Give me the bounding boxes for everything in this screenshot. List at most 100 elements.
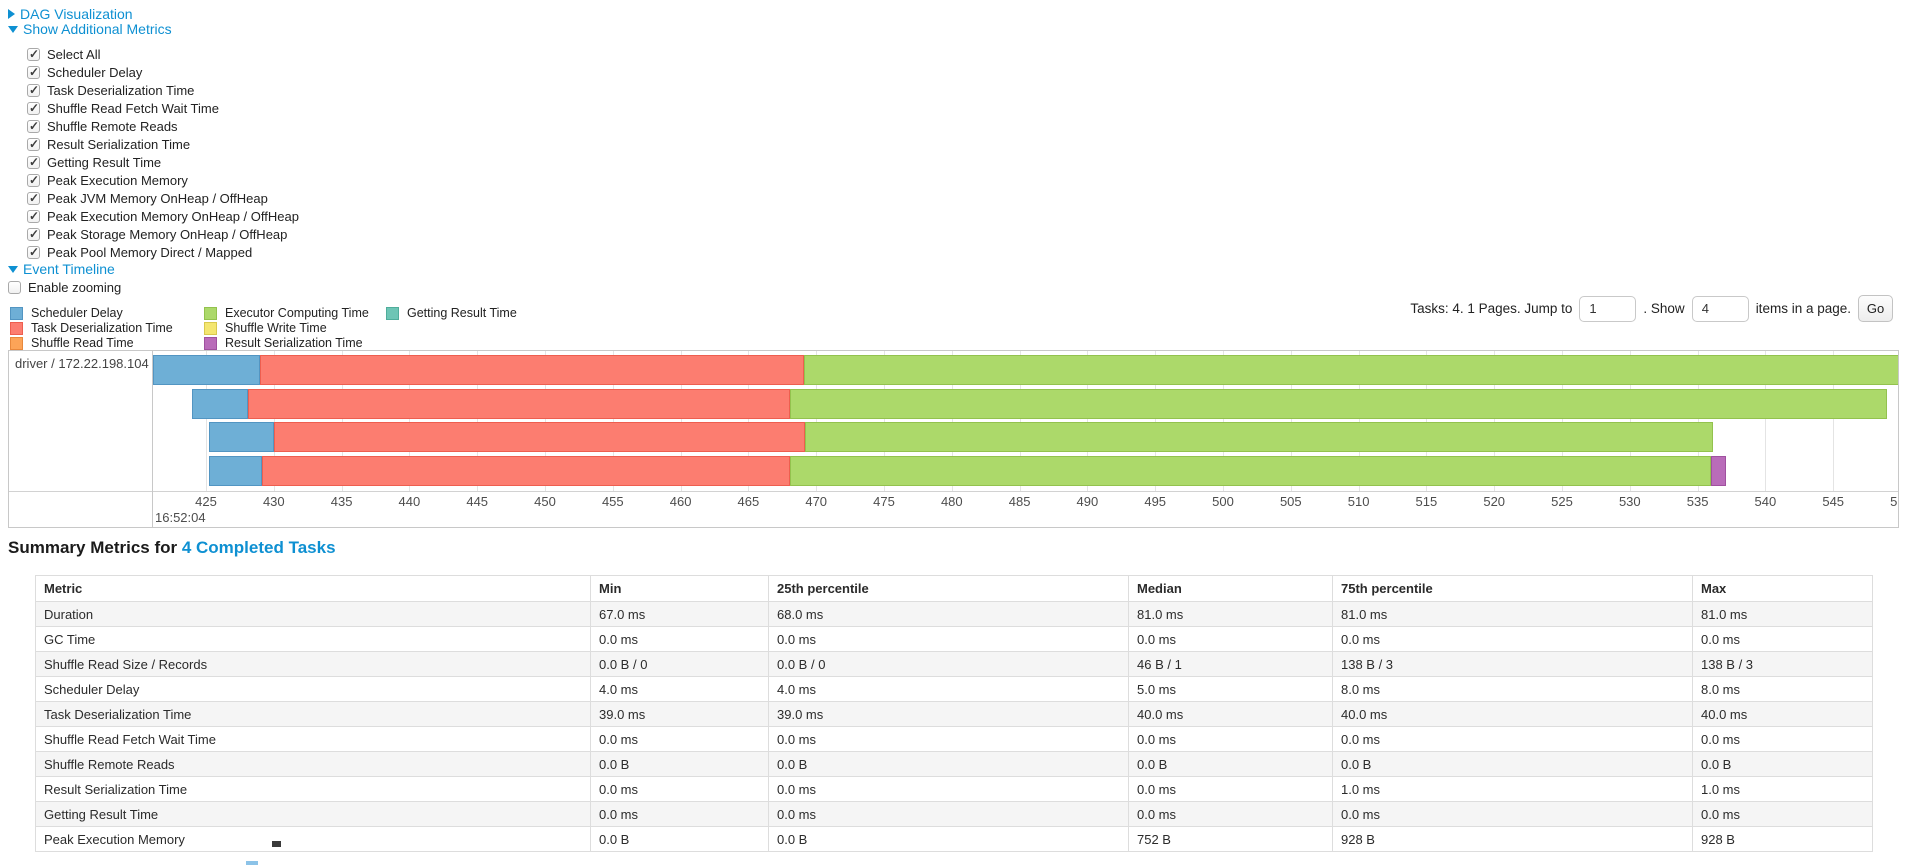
metric-checkbox-row[interactable]: Peak Storage Memory OnHeap / OffHeap [27,225,299,243]
axis-tick-label: 460 [669,494,692,509]
metric-checkbox-row[interactable]: Select All [27,45,299,63]
clipped-link-fragment [246,861,258,865]
scheduler-delay-swatch-icon [10,306,23,320]
metric-value-cell: 0.0 ms [768,776,1129,802]
gridline [1426,351,1428,491]
metric-checkbox-row[interactable]: Scheduler Delay [27,63,299,81]
gridline [1833,351,1835,491]
metric-value-cell: 5.0 ms [1128,676,1333,702]
legend-column: Getting Result Time [386,306,517,321]
metric-checkbox-row[interactable]: Peak Execution Memory [27,171,299,189]
legend-label: Shuffle Read Time [31,336,134,350]
task-segment-executor-computing [790,389,1888,419]
metric-checkbox-row[interactable]: Shuffle Remote Reads [27,117,299,135]
summary-table-header-row: Metric Min 25th percentile Median 75th perce… [35,575,1873,602]
summary-table-row: Result Serialization Time 0.0 ms 0.0 ms 0.0… [35,776,1873,802]
gridline [1697,351,1699,491]
metric-checkbox[interactable] [27,227,40,241]
axis-tick-label: 540 [1754,494,1777,509]
axis-tick-label: 485 [1008,494,1031,509]
summary-metrics-heading: Summary Metrics for 4 Completed Tasks [8,538,336,558]
gridline [1290,351,1292,491]
metric-name-cell: Result Serialization Time [35,776,591,802]
shuffle-write-swatch-icon [204,321,217,335]
summary-column-header: 25th percentile [768,575,1129,602]
metric-value-cell: 0.0 ms [1692,726,1873,752]
metric-checkbox-label: Peak Execution Memory [47,172,188,188]
metric-checkbox[interactable] [27,119,40,133]
summary-column-header: Max [1692,575,1873,602]
metric-checkbox-row[interactable]: Peak Pool Memory Direct / Mapped [27,243,299,261]
metric-value-cell: 0.0 B [590,751,769,777]
metric-checkbox-row[interactable]: Task Deserialization Time [27,81,299,99]
metric-checkbox[interactable] [27,155,40,169]
axis-tick-label: 515 [1415,494,1438,509]
metric-value-cell: 4.0 ms [590,676,769,702]
gridline [1765,351,1767,491]
metric-checkbox[interactable] [27,245,40,259]
metric-checkbox[interactable] [27,47,40,61]
metric-value-cell: 0.0 B [1128,751,1333,777]
go-button[interactable]: Go [1858,295,1893,322]
metric-checkbox[interactable] [27,173,40,187]
event-timeline-toggle[interactable]: Event Timeline [8,261,115,277]
metric-checkbox-row[interactable]: Result Serialization Time [27,135,299,153]
enable-zooming-checkbox-row[interactable]: Enable zooming [8,278,121,296]
enable-zooming-checkbox[interactable] [8,280,21,294]
gridline [612,351,614,491]
metric-value-cell: 0.0 ms [1332,626,1693,652]
metric-value-cell: 46 B / 1 [1128,651,1333,677]
axis-tick-label: 500 [1212,494,1234,509]
jump-to-page-input[interactable] [1579,295,1637,322]
metric-name-cell: Scheduler Delay [35,676,591,702]
expanded-arrow-icon [8,265,18,273]
metric-checkbox[interactable] [27,137,40,151]
metric-checkbox[interactable] [27,65,40,79]
task-segment-result-serialization [1711,456,1727,486]
completed-tasks-link[interactable]: 4 Completed Tasks [181,538,336,557]
summary-table-row: Duration 67.0 ms 68.0 ms 81.0 ms 81.0 ms 81.0… [35,601,1873,627]
metric-checkbox-row[interactable]: Peak JVM Memory OnHeap / OffHeap [27,189,299,207]
gridline [206,351,207,491]
items-per-page-input[interactable] [1691,295,1749,322]
gridline [951,351,953,491]
summary-table-row: GC Time 0.0 ms 0.0 ms 0.0 ms 0.0 ms 0.0 ms [35,626,1873,652]
metric-value-cell: 1.0 ms [1332,776,1693,802]
metric-checkbox[interactable] [27,101,40,115]
axis-tick-label: 525 [1551,494,1573,509]
legend-column: Executor Computing Time Shuffle Write Tim… [204,306,369,351]
metric-value-cell: 0.0 ms [768,626,1129,652]
axis-tick-label: 490 [1076,494,1099,509]
result-serialization-swatch-icon [204,336,217,350]
metric-value-cell: 8.0 ms [1692,676,1873,702]
legend-label: Task Deserialization Time [31,321,173,335]
axis-tick-label: 530 [1618,494,1641,509]
metric-value-cell: 138 B / 3 [1332,651,1693,677]
clipped-content-fragment [272,841,281,847]
legend-label: Result Serialization Time [225,336,363,350]
getting-result-swatch-icon [386,306,399,320]
metric-value-cell: 0.0 ms [1128,801,1333,827]
gridline [1562,351,1563,491]
gridline [1358,351,1360,491]
gridline [1629,351,1631,491]
executor-computing-swatch-icon [204,306,217,320]
metric-checkbox[interactable] [27,209,40,223]
axis-tick-label: 435 [330,494,353,509]
metric-checkbox-row[interactable]: Getting Result Time [27,153,299,171]
metric-value-cell: 67.0 ms [590,601,769,627]
pagination-suffix-text: items in a page. [1755,301,1851,316]
metric-checkbox-row[interactable]: Shuffle Read Fetch Wait Time [27,99,299,117]
axis-tick-label: 495 [1144,494,1167,509]
metric-checkbox-row[interactable]: Peak Execution Memory OnHeap / OffHeap [27,207,299,225]
timeline-axis-line [9,491,1898,492]
legend-item: Scheduler Delay [10,306,173,320]
metric-name-cell: Shuffle Read Size / Records [35,651,591,677]
metric-value-cell: 1.0 ms [1692,776,1873,802]
dag-visualization-toggle[interactable]: DAG Visualization [8,6,133,22]
metric-checkbox[interactable] [27,83,40,97]
axis-tick-label: 550 [1890,494,1898,509]
metric-checkbox[interactable] [27,191,40,205]
show-additional-metrics-toggle[interactable]: Show Additional Metrics [8,21,172,37]
legend-item: Result Serialization Time [204,336,369,350]
